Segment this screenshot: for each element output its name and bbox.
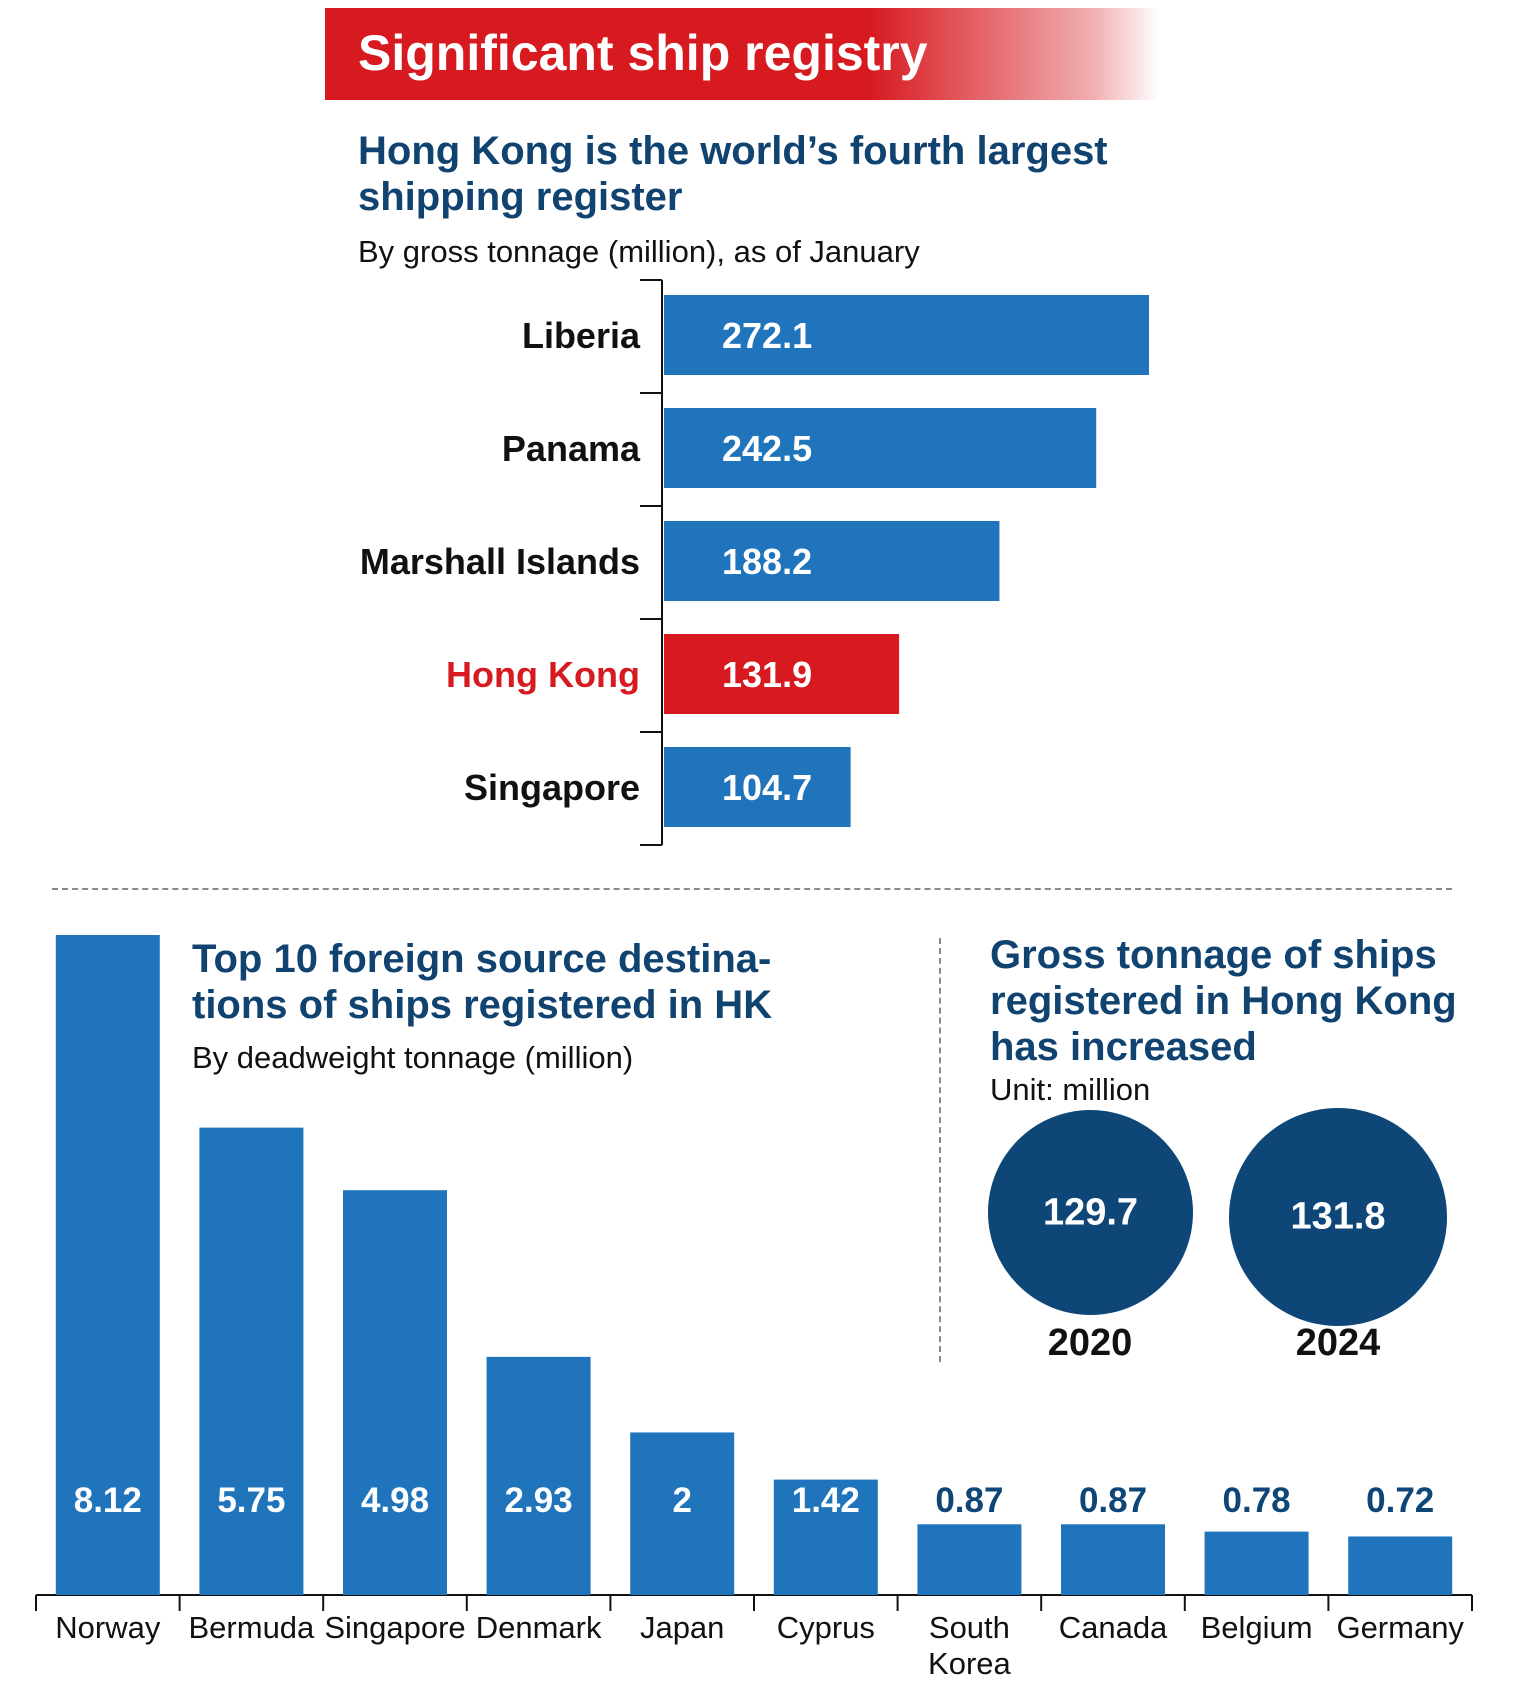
bar-japan [630, 1432, 735, 1595]
bar-singapore [664, 747, 851, 827]
category-label-canada: Canada [1059, 1610, 1168, 1645]
bar-cyprus [773, 1479, 878, 1595]
section-divider [52, 888, 1452, 890]
bar-south-korea [917, 1524, 1022, 1595]
banner-title: Significant ship registry [358, 25, 928, 81]
value-label-marshall-islands: 188.2 [722, 541, 812, 582]
bottom-chart-subtitle: By deadweight tonnage (million) [192, 1040, 634, 1075]
category-label-cyprus: Cyprus [777, 1610, 875, 1645]
value-label-japan: 2 [672, 1481, 691, 1520]
value-label-germany: 0.72 [1366, 1481, 1434, 1520]
panel-divider [939, 938, 941, 1362]
bar-norway [55, 935, 160, 1595]
value-label-liberia: 272.1 [722, 315, 812, 356]
value-label-belgium: 0.78 [1223, 1481, 1291, 1520]
gross-tonnage-title: Gross tonnage of ships registered in Hon… [990, 933, 1457, 1069]
bubble-2020: 129.7 [988, 1110, 1193, 1315]
category-label-belgium: Belgium [1201, 1610, 1313, 1645]
value-label-south-korea: 0.87 [935, 1481, 1003, 1520]
bar-belgium [1204, 1531, 1309, 1595]
top-chart-subtitle: By gross tonnage (million), as of Januar… [358, 234, 920, 269]
bubble-value-2020: 129.7 [1042, 1191, 1139, 1233]
bar-bermuda [199, 1127, 304, 1595]
category-label-south-korea: South [929, 1610, 1010, 1645]
bar-hong-kong [664, 634, 900, 714]
bar-liberia [664, 295, 1149, 375]
value-label-hong-kong: 131.9 [722, 654, 812, 695]
category-label-singapore: Singapore [464, 767, 640, 808]
bar-germany [1348, 1536, 1453, 1595]
category-label-germany: Germany [1336, 1610, 1464, 1645]
value-label-canada: 0.87 [1079, 1481, 1147, 1520]
title-banner [325, 8, 1160, 100]
year-label-2024: 2024 [1295, 1322, 1381, 1364]
bar-denmark [486, 1356, 591, 1595]
value-label-denmark: 2.93 [505, 1481, 573, 1520]
top-bar-chart: Liberia 272.1 Panama 242.5 Marshall Islands 1… [360, 279, 1149, 846]
value-label-cyprus: 1.42 [792, 1481, 860, 1520]
value-label-bermuda: 5.75 [217, 1481, 285, 1520]
category-label-marshall-islands: Marshall Islands [360, 541, 640, 582]
category-label-japan: Japan [640, 1610, 724, 1645]
category-label-denmark: Denmark [476, 1610, 602, 1645]
bar-canada [1061, 1524, 1165, 1595]
gross-tonnage-subtitle: Unit: million [990, 1072, 1151, 1107]
category-label-panama: Panama [502, 428, 641, 469]
category-label-bermuda: Bermuda [189, 1610, 316, 1645]
bar-marshall-islands [664, 521, 1000, 601]
year-label-2020: 2020 [1047, 1322, 1133, 1364]
category-label-singapore: Singapore [324, 1610, 465, 1645]
value-label-panama: 242.5 [722, 428, 812, 469]
value-label-singapore: 104.7 [722, 767, 812, 808]
category-label-norway: Norway [55, 1610, 161, 1645]
category-label-south-korea: Korea [928, 1646, 1011, 1681]
bar-singapore [343, 1190, 447, 1595]
value-label-singapore: 4.98 [361, 1481, 429, 1520]
bubble-2024: 131.8 [1229, 1108, 1447, 1326]
value-label-norway: 8.12 [74, 1481, 142, 1520]
category-label-hong-kong: Hong Kong [446, 654, 640, 695]
top-chart-title: Hong Kong is the world’s fourth largest … [358, 129, 1108, 219]
bubble-value-2024: 131.8 [1290, 1195, 1386, 1238]
bottom-chart-title: Top 10 foreign source destina-tions of s… [192, 937, 773, 1027]
category-label-liberia: Liberia [522, 315, 641, 356]
bar-panama [664, 408, 1097, 488]
